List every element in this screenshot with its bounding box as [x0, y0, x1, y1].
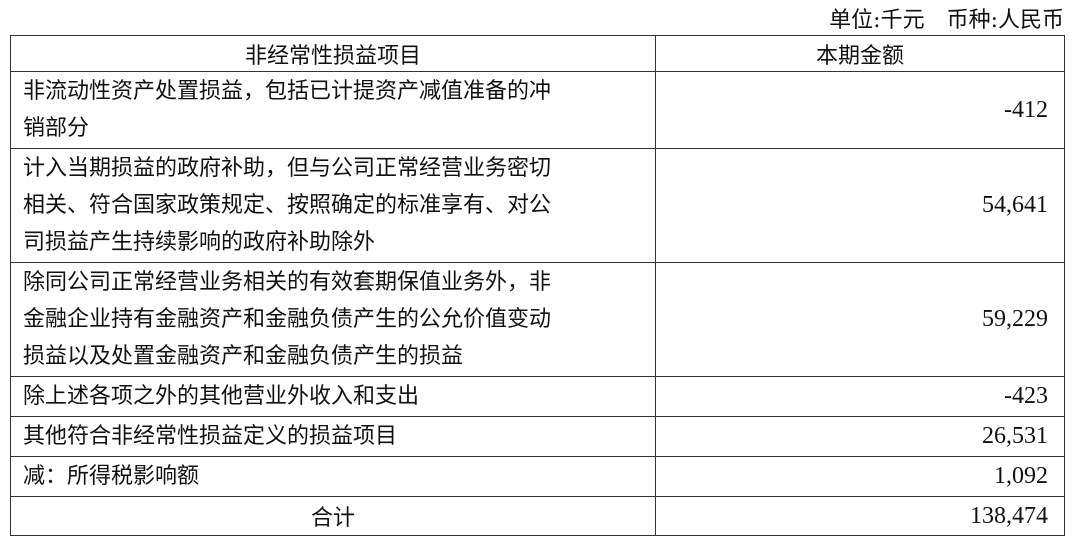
table-row: 除上述各项之外的其他营业外收入和支出 -423	[10, 376, 1065, 417]
unit-currency-note: 单位:千元 币种:人民币	[829, 8, 1064, 33]
row-item: 计入当期损益的政府补助，但与公司正常经营业务密切 相关、符合国家政策规定、按照确定…	[10, 148, 656, 263]
row-item: 减：所得税影响额	[10, 456, 656, 497]
row-amount: 26,531	[655, 416, 1065, 457]
row-item: 除上述各项之外的其他营业外收入和支出	[10, 376, 656, 417]
item-text-line: 减：所得税影响额	[23, 464, 200, 489]
item-text-line: 销部分	[23, 116, 90, 141]
total-amount: 138,474	[655, 496, 1065, 536]
table-row: 计入当期损益的政府补助，但与公司正常经营业务密切 相关、符合国家政策规定、按照确定…	[10, 148, 1065, 263]
row-item: 除同公司正常经营业务相关的有效套期保值业务外，非 金融企业持有金融资产和金融负债产…	[10, 262, 656, 377]
table-row: 其他符合非经常性损益定义的损益项目 26,531	[10, 416, 1065, 457]
total-row: 合计 138,474	[10, 496, 1065, 536]
row-amount: 59,229	[655, 262, 1065, 377]
row-item: 其他符合非经常性损益定义的损益项目	[10, 416, 656, 457]
item-text-line: 损益以及处置金融资产和金融负债产生的损益	[23, 344, 464, 369]
header-item: 非经常性损益项目	[10, 35, 656, 72]
item-text-line: 其他符合非经常性损益定义的损益项目	[23, 424, 398, 449]
item-text-line: 除上述各项之外的其他营业外收入和支出	[23, 384, 420, 409]
total-label: 合计	[10, 496, 656, 536]
row-amount: -423	[655, 376, 1065, 417]
row-amount: 1,092	[655, 456, 1065, 497]
row-amount: 54,641	[655, 148, 1065, 263]
header-amount: 本期金额	[655, 35, 1065, 72]
item-text-line: 非流动性资产处置损益，包括已计提资产减值准备的冲	[23, 79, 552, 104]
table-row: 减：所得税影响额 1,092	[10, 456, 1065, 497]
item-text-line: 金融企业持有金融资产和金融负债产生的公允价值变动	[23, 307, 552, 332]
item-text-line: 相关、符合国家政策规定、按照确定的标准享有、对公	[23, 193, 552, 218]
row-amount: -412	[655, 71, 1065, 149]
non-recurring-gains-table: 非经常性损益项目 本期金额 非流动性资产处置损益，包括已计提资产减值准备的冲 销部…	[10, 35, 1065, 536]
table-header-row: 非经常性损益项目 本期金额	[10, 35, 1065, 72]
row-item: 非流动性资产处置损益，包括已计提资产减值准备的冲 销部分	[10, 71, 656, 149]
item-text-line: 除同公司正常经营业务相关的有效套期保值业务外，非	[23, 270, 552, 295]
table-row: 非流动性资产处置损益，包括已计提资产减值准备的冲 销部分 -412	[10, 71, 1065, 149]
table-row: 除同公司正常经营业务相关的有效套期保值业务外，非 金融企业持有金融资产和金融负债产…	[10, 262, 1065, 377]
item-text-line: 计入当期损益的政府补助，但与公司正常经营业务密切	[23, 156, 552, 181]
item-text-line: 司损益产生持续影响的政府补助除外	[23, 230, 376, 255]
